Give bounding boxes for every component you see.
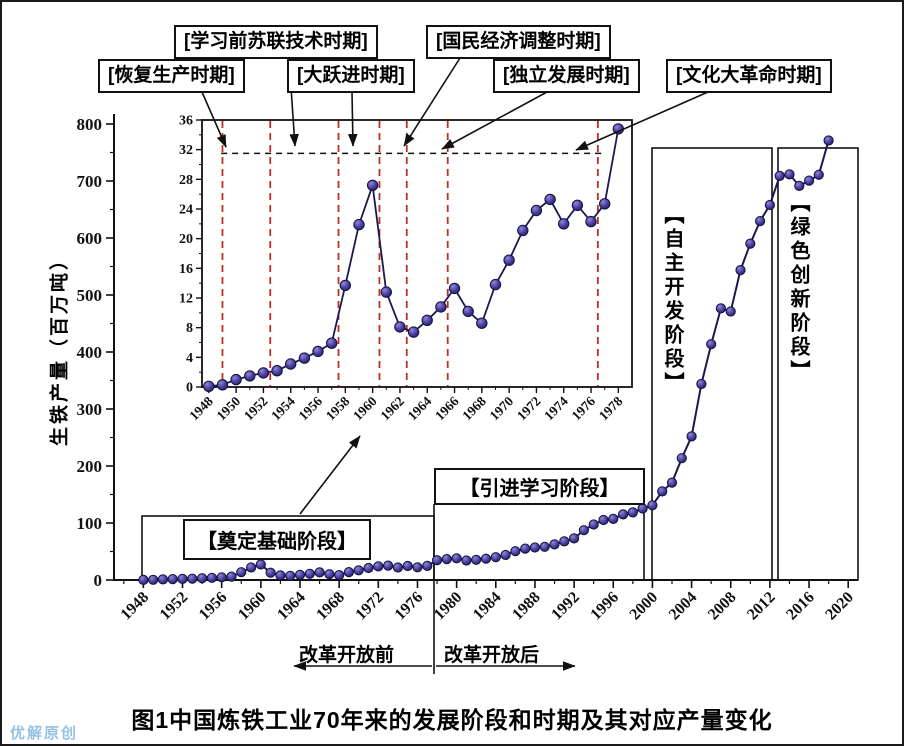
svg-text:8: 8	[186, 321, 193, 336]
svg-text:1972: 1972	[514, 393, 544, 423]
svg-text:28: 28	[179, 173, 193, 188]
stage-regions	[141, 147, 859, 674]
svg-text:1992: 1992	[548, 589, 583, 624]
svg-text:1948: 1948	[118, 589, 153, 624]
stage-label-foundation: 【奠定基础阶段】	[183, 519, 371, 560]
svg-text:1972: 1972	[352, 589, 387, 624]
svg-text:700: 700	[77, 172, 103, 191]
svg-text:1976: 1976	[392, 589, 427, 624]
svg-text:1974: 1974	[541, 393, 571, 423]
stage-label-green-innovation: 【绿色创新阶段】	[787, 192, 809, 384]
svg-text:1960: 1960	[350, 393, 380, 423]
svg-text:16: 16	[179, 262, 193, 277]
svg-text:1948: 1948	[186, 393, 216, 423]
svg-text:1988: 1988	[509, 589, 544, 624]
svg-text:1980: 1980	[431, 589, 466, 624]
svg-text:1968: 1968	[313, 589, 348, 624]
svg-text:32: 32	[179, 143, 193, 158]
stage-label-self-development: 【自主开发阶段】	[661, 204, 683, 396]
svg-text:1950: 1950	[214, 393, 244, 423]
svg-text:600: 600	[77, 229, 103, 248]
svg-text:100: 100	[77, 514, 103, 533]
svg-text:2020: 2020	[822, 589, 857, 624]
period-label-cultural-revolution: [文化大革命时期]	[666, 59, 832, 93]
svg-text:1952: 1952	[241, 393, 271, 423]
svg-text:0: 0	[186, 381, 193, 396]
period-label-independent-dev: [独立发展时期]	[493, 59, 640, 93]
svg-text:1956: 1956	[295, 393, 325, 423]
svg-text:24: 24	[179, 203, 193, 218]
annotation-arrows	[201, 57, 709, 671]
svg-text:1966: 1966	[432, 393, 462, 423]
svg-text:36: 36	[179, 114, 193, 129]
period-label-economic-adjustment: [国民经济调整时期]	[426, 25, 611, 59]
svg-text:300: 300	[77, 400, 103, 419]
svg-text:2004: 2004	[666, 589, 701, 624]
svg-text:1970: 1970	[487, 393, 517, 423]
svg-text:200: 200	[77, 457, 103, 476]
svg-text:800: 800	[77, 115, 103, 134]
svg-text:1964: 1964	[274, 589, 309, 624]
svg-text:1954: 1954	[268, 393, 298, 423]
svg-text:1996: 1996	[587, 589, 622, 624]
svg-text:1968: 1968	[459, 393, 489, 423]
svg-text:12: 12	[179, 292, 193, 307]
svg-text:1976: 1976	[568, 393, 598, 423]
svg-text:1984: 1984	[470, 589, 505, 624]
svg-text:2012: 2012	[744, 589, 779, 624]
svg-text:500: 500	[77, 286, 103, 305]
inset-chart: 0 4 8 12 16 20 24 28 32 36 19481950195219541956195…	[179, 114, 633, 423]
svg-text:2016: 2016	[783, 589, 818, 624]
svg-text:20: 20	[179, 232, 193, 247]
svg-text:1960: 1960	[235, 589, 270, 624]
stage-label-learning: 【引进学习阶段】	[434, 468, 645, 505]
period-label-soviet-learning: [学习前苏联技术时期]	[174, 25, 378, 59]
svg-text:1978: 1978	[596, 393, 626, 423]
svg-text:2008: 2008	[705, 589, 740, 624]
main-series	[138, 135, 834, 586]
watermark: 优解原创	[10, 725, 79, 742]
svg-text:1962: 1962	[377, 393, 407, 423]
period-label-recovery: [恢复生产时期]	[98, 59, 245, 93]
svg-text:1964: 1964	[405, 393, 435, 423]
svg-text:2000: 2000	[627, 589, 662, 624]
reform-before-label: 改革开放前	[299, 645, 395, 666]
svg-text:4: 4	[186, 351, 193, 366]
svg-text:1958: 1958	[323, 393, 353, 423]
reform-after-label: 改革开放后	[444, 645, 540, 666]
svg-text:1956: 1956	[196, 589, 231, 624]
svg-text:0: 0	[94, 571, 103, 590]
y-axis-title: 生铁产量（百万吨）	[49, 247, 71, 447]
svg-text:400: 400	[77, 343, 103, 362]
svg-text:1952: 1952	[157, 589, 192, 624]
period-label-great-leap: [大跃进时期]	[287, 59, 415, 93]
figure-caption: 图1中国炼铁工业70年来的发展阶段和时期及其对应产量变化	[131, 707, 773, 733]
